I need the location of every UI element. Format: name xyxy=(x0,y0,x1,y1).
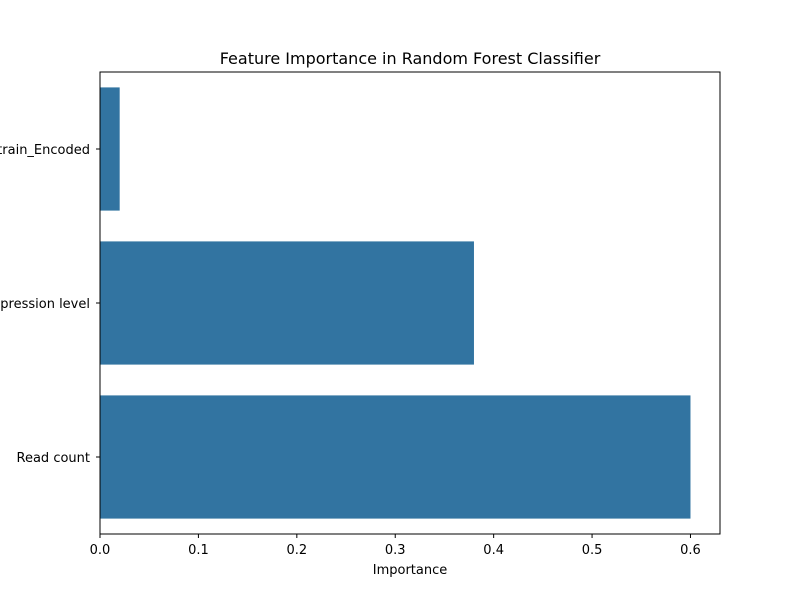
bars-group xyxy=(100,87,691,519)
y-tick-label: Read count xyxy=(17,451,90,466)
chart-title: Feature Importance in Random Forest Clas… xyxy=(220,49,601,68)
x-axis-label: Importance xyxy=(373,563,448,578)
x-tick-label: 0.5 xyxy=(582,543,603,558)
bar-strain-encoded xyxy=(100,87,120,211)
bar-expression-level xyxy=(100,241,474,365)
x-tick-label: 0.3 xyxy=(385,543,406,558)
x-tick-label: 0.1 xyxy=(188,543,209,558)
bar-read-count xyxy=(100,395,691,519)
y-tick-label: Expression level xyxy=(0,297,90,312)
x-tick-label: 0.2 xyxy=(286,543,307,558)
x-tick-label: 0.6 xyxy=(680,543,701,558)
x-tick-label: 0.0 xyxy=(90,543,111,558)
plot-frame xyxy=(99,71,721,535)
y-ticks-group: Strain_Encoded Expression level Read count xyxy=(0,143,100,466)
y-tick-label: Strain_Encoded xyxy=(0,143,90,158)
x-ticks-group: 0.0 0.1 0.2 0.3 0.4 0.5 0.6 xyxy=(90,534,701,558)
x-tick-label: 0.4 xyxy=(483,543,504,558)
